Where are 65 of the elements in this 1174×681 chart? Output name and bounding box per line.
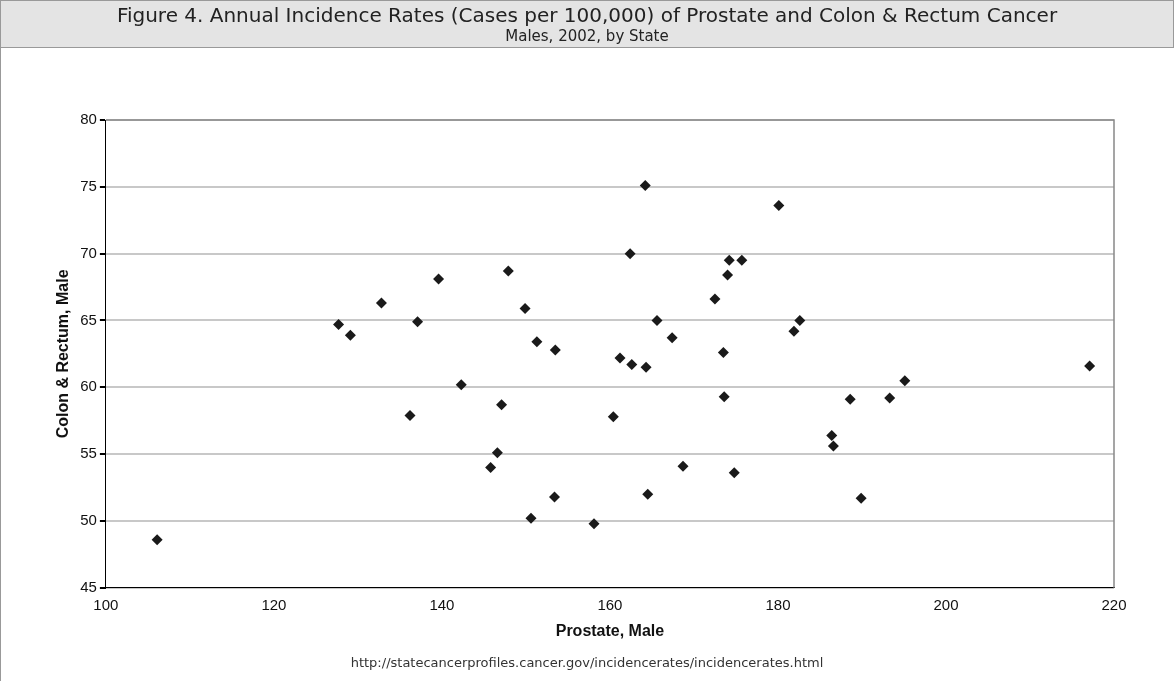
y-tick-label: 55 xyxy=(80,444,97,462)
y-tick-label: 70 xyxy=(80,243,97,261)
point xyxy=(640,361,652,373)
x-tick-label: 220 xyxy=(1101,595,1127,613)
x-tick-label: 200 xyxy=(933,595,959,613)
point xyxy=(485,462,497,474)
x-tick-label: 100 xyxy=(93,595,119,613)
point xyxy=(333,319,345,330)
point xyxy=(496,399,508,411)
point xyxy=(519,302,531,314)
point xyxy=(677,460,689,472)
point xyxy=(642,488,654,500)
point xyxy=(433,273,445,285)
point xyxy=(722,269,734,281)
point xyxy=(151,534,163,546)
x-tick-label: 180 xyxy=(765,595,791,613)
point xyxy=(826,429,838,441)
y-tick-label: 65 xyxy=(80,310,97,328)
point xyxy=(344,329,356,341)
point xyxy=(549,491,560,503)
point xyxy=(773,200,785,212)
point xyxy=(549,344,561,356)
point xyxy=(639,179,651,191)
point xyxy=(375,297,387,309)
point xyxy=(651,314,663,326)
point xyxy=(884,392,896,404)
point xyxy=(412,316,424,328)
point xyxy=(709,293,721,305)
text: http://statecancerprofiles.cancer.gov/incidencerates/incidencerates.html xyxy=(349,655,825,670)
point xyxy=(788,325,800,337)
point xyxy=(855,492,867,504)
point xyxy=(717,347,729,359)
chart-subtitle: Males, 2002, by State xyxy=(504,27,670,45)
point xyxy=(666,332,678,344)
y-axis-title: Colon & Rectum, Male xyxy=(54,269,72,439)
y-tick-label: 45 xyxy=(80,577,97,595)
point xyxy=(736,254,748,266)
point xyxy=(1084,360,1096,372)
x-tick-label: 120 xyxy=(261,595,287,613)
point xyxy=(491,447,503,459)
point xyxy=(718,391,730,403)
x-tick-label: 140 xyxy=(429,595,455,613)
y-tick-label: 80 xyxy=(80,110,97,128)
point xyxy=(607,411,619,423)
point xyxy=(502,265,514,277)
point xyxy=(531,336,543,348)
x-tick-label: 160 xyxy=(597,595,623,613)
point xyxy=(404,409,416,421)
point xyxy=(614,352,626,364)
point xyxy=(728,467,740,479)
point xyxy=(588,518,600,530)
point xyxy=(723,254,735,266)
y-tick-label: 75 xyxy=(80,176,97,194)
point xyxy=(827,440,839,452)
point xyxy=(844,393,856,405)
point xyxy=(626,359,638,371)
y-tick-label: 60 xyxy=(80,377,97,395)
point xyxy=(794,314,806,326)
y-tick-label: 50 xyxy=(80,511,97,529)
point xyxy=(525,512,537,524)
chart-title: Figure 4. Annual Incidence Rates (Cases per 100,000) of Prostate and Colon & Rectum Cancer xyxy=(115,3,1059,27)
point xyxy=(624,248,636,260)
point xyxy=(899,375,911,387)
point xyxy=(455,379,467,391)
x-axis-title: Prostate, Male xyxy=(555,621,665,639)
